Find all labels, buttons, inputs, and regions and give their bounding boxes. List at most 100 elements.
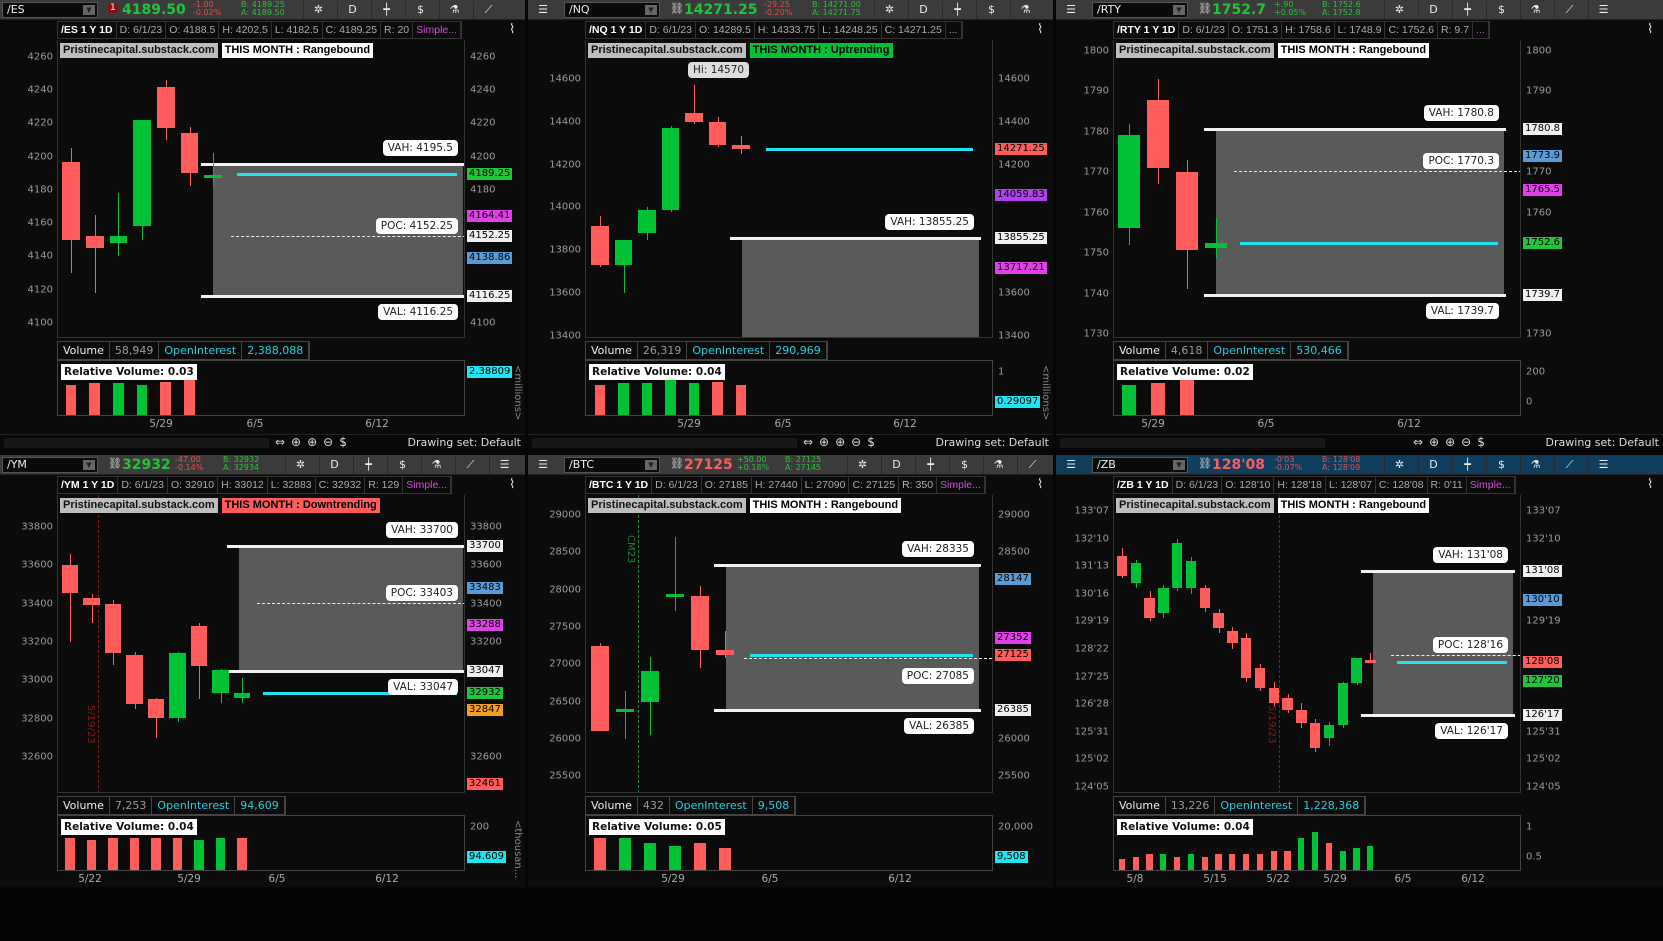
drawings-icon[interactable]: ⟋	[1554, 456, 1584, 474]
flask-studies-icon[interactable]: ⚗	[1010, 1, 1040, 19]
bid: B: 4189.25	[241, 0, 285, 9]
daily-aggregation-icon[interactable]: D	[908, 1, 938, 19]
drawings-icon[interactable]: ⟋	[473, 1, 503, 19]
y-tick-right: 1770	[1526, 166, 1552, 178]
zoom-controls-icon[interactable]: ⇔⊕⊕⊖$	[1413, 435, 1491, 449]
dollar-icon[interactable]: $	[1486, 456, 1516, 474]
drawings-icon[interactable]: ⟋	[1017, 456, 1047, 474]
flask-studies-icon[interactable]: ⚗	[983, 456, 1013, 474]
price-plot[interactable]	[57, 40, 465, 338]
link-icon[interactable]: ⛓	[670, 457, 684, 470]
dollar-icon[interactable]: $	[976, 1, 1006, 19]
chevron-down-icon[interactable]: ▼	[645, 460, 657, 470]
header-o: O: 128'10	[1222, 477, 1275, 493]
link-icon[interactable]: ⛓	[1198, 2, 1212, 15]
gear-icon[interactable]: ✲	[303, 1, 333, 19]
last-price-line	[1397, 661, 1507, 665]
bid-ask: B: 128'08 A: 128'09	[1322, 456, 1360, 472]
drawings-icon[interactable]: ⟋	[1554, 1, 1584, 19]
drawings-icon[interactable]: ⟋	[455, 456, 485, 474]
dollar-icon[interactable]: $	[387, 456, 417, 474]
daily-aggregation-icon[interactable]: D	[1418, 456, 1448, 474]
horizontal-scrollbar[interactable]	[532, 438, 797, 448]
candle	[233, 693, 251, 698]
daily-aggregation-icon[interactable]: D	[337, 1, 367, 19]
scrollbar-row[interactable]: ⇔⊕⊕⊖$ Drawing set: Default	[0, 434, 525, 450]
gear-icon[interactable]: ✲	[847, 456, 877, 474]
symbol-selector[interactable]: /ES ▼	[2, 2, 98, 18]
header-study[interactable]: ...	[1473, 22, 1489, 38]
link-icon[interactable]: ⛓	[670, 2, 684, 15]
menu-icon[interactable]: ☰	[1588, 456, 1618, 474]
drawing-set-label[interactable]: Drawing set: Default	[1545, 436, 1659, 449]
x-axis-date: 6/12	[375, 873, 399, 885]
zoom-controls-icon[interactable]: ⇔⊕⊕⊖$	[803, 435, 881, 449]
poc-line	[744, 657, 992, 659]
menu-icon[interactable]: ☰	[489, 456, 519, 474]
style-icon[interactable]: ⌇	[509, 477, 516, 492]
chevron-down-icon[interactable]: ▼	[1173, 5, 1185, 15]
daily-aggregation-icon[interactable]: D	[1418, 1, 1448, 19]
symbol-selector[interactable]: /BTC ▼	[564, 457, 660, 473]
symbol-selector[interactable]: /RTY ▼	[1092, 2, 1188, 18]
chevron-down-icon[interactable]: ▼	[1173, 460, 1185, 470]
dollar-icon[interactable]: $	[949, 456, 979, 474]
flask-studies-icon[interactable]: ⚗	[1520, 456, 1550, 474]
candle-style-icon[interactable]: ┿	[1452, 1, 1482, 19]
header-study[interactable]: Simple...	[1467, 477, 1515, 493]
candle-style-icon[interactable]: ┿	[1452, 456, 1482, 474]
date-marker-line	[98, 495, 99, 792]
horizontal-scrollbar[interactable]	[4, 438, 269, 448]
price-plot[interactable]	[585, 40, 993, 338]
daily-aggregation-icon[interactable]: D	[319, 456, 349, 474]
price-plot[interactable]: 5/19/23	[57, 495, 465, 793]
chevron-down-icon[interactable]: ▼	[83, 460, 95, 470]
zoom-controls-icon[interactable]: ⇔⊕⊕⊖$	[275, 435, 353, 449]
daily-aggregation-icon[interactable]: D	[881, 456, 911, 474]
header-study[interactable]: Simple...	[937, 477, 985, 493]
scrollbar-row[interactable]: ⇔⊕⊕⊖$ Drawing set: Default	[1056, 434, 1663, 450]
link-icon[interactable]: ⛓	[1198, 457, 1212, 470]
style-icon[interactable]: ⌇	[1037, 477, 1044, 492]
chevron-down-icon[interactable]: ▼	[645, 5, 657, 15]
candle-style-icon[interactable]: ┿	[915, 456, 945, 474]
symbol-selector[interactable]: /ZB ▼	[1092, 457, 1188, 473]
menu-icon[interactable]: ☰	[538, 3, 548, 16]
drawing-set-label[interactable]: Drawing set: Default	[935, 436, 1049, 449]
header-study[interactable]: Simple...	[413, 22, 461, 38]
scrollbar-row[interactable]: ⇔⊕⊕⊖$ Drawing set: Default	[528, 434, 1053, 450]
dollar-icon[interactable]: $	[405, 1, 435, 19]
gear-icon[interactable]: ✲	[874, 1, 904, 19]
style-icon[interactable]: ⌇	[509, 22, 516, 37]
chevron-down-icon[interactable]: ▼	[83, 5, 95, 15]
price-plot[interactable]: CM23	[585, 495, 993, 793]
style-icon[interactable]: ⌇	[1647, 22, 1654, 37]
gear-icon[interactable]: ✲	[285, 456, 315, 474]
style-icon[interactable]: ⌇	[1037, 22, 1044, 37]
link-icon[interactable]: ⛓	[108, 457, 122, 470]
price-plot[interactable]	[1113, 40, 1521, 338]
dollar-icon[interactable]: $	[1486, 1, 1516, 19]
symbol-selector[interactable]: /YM ▼	[2, 457, 98, 473]
menu-icon[interactable]: ☰	[1588, 1, 1618, 19]
candle	[190, 626, 208, 667]
candle-style-icon[interactable]: ┿	[942, 1, 972, 19]
symbol-selector[interactable]: /NQ ▼	[564, 2, 660, 18]
horizontal-scrollbar[interactable]	[1060, 438, 1325, 448]
flask-studies-icon[interactable]: ⚗	[1520, 1, 1550, 19]
menu-icon[interactable]: ☰	[1066, 3, 1076, 16]
candle-style-icon[interactable]: ┿	[371, 1, 401, 19]
candle-style-icon[interactable]: ┿	[353, 456, 383, 474]
style-icon[interactable]: ⌇	[1647, 477, 1654, 492]
gear-icon[interactable]: ✲	[1384, 1, 1414, 19]
header-study[interactable]: Simple...	[403, 477, 452, 493]
x-axis-date: 5/22	[1266, 873, 1290, 885]
flask-studies-icon[interactable]: ⚗	[421, 456, 451, 474]
flask-studies-icon[interactable]: ⚗	[439, 1, 469, 19]
y-tick-right: 129'19	[1526, 615, 1561, 627]
menu-icon[interactable]: ☰	[538, 458, 548, 471]
candle-wick	[725, 631, 726, 658]
gear-icon[interactable]: ✲	[1384, 456, 1414, 474]
menu-icon[interactable]: ☰	[1066, 458, 1076, 471]
drawing-set-label[interactable]: Drawing set: Default	[407, 436, 521, 449]
